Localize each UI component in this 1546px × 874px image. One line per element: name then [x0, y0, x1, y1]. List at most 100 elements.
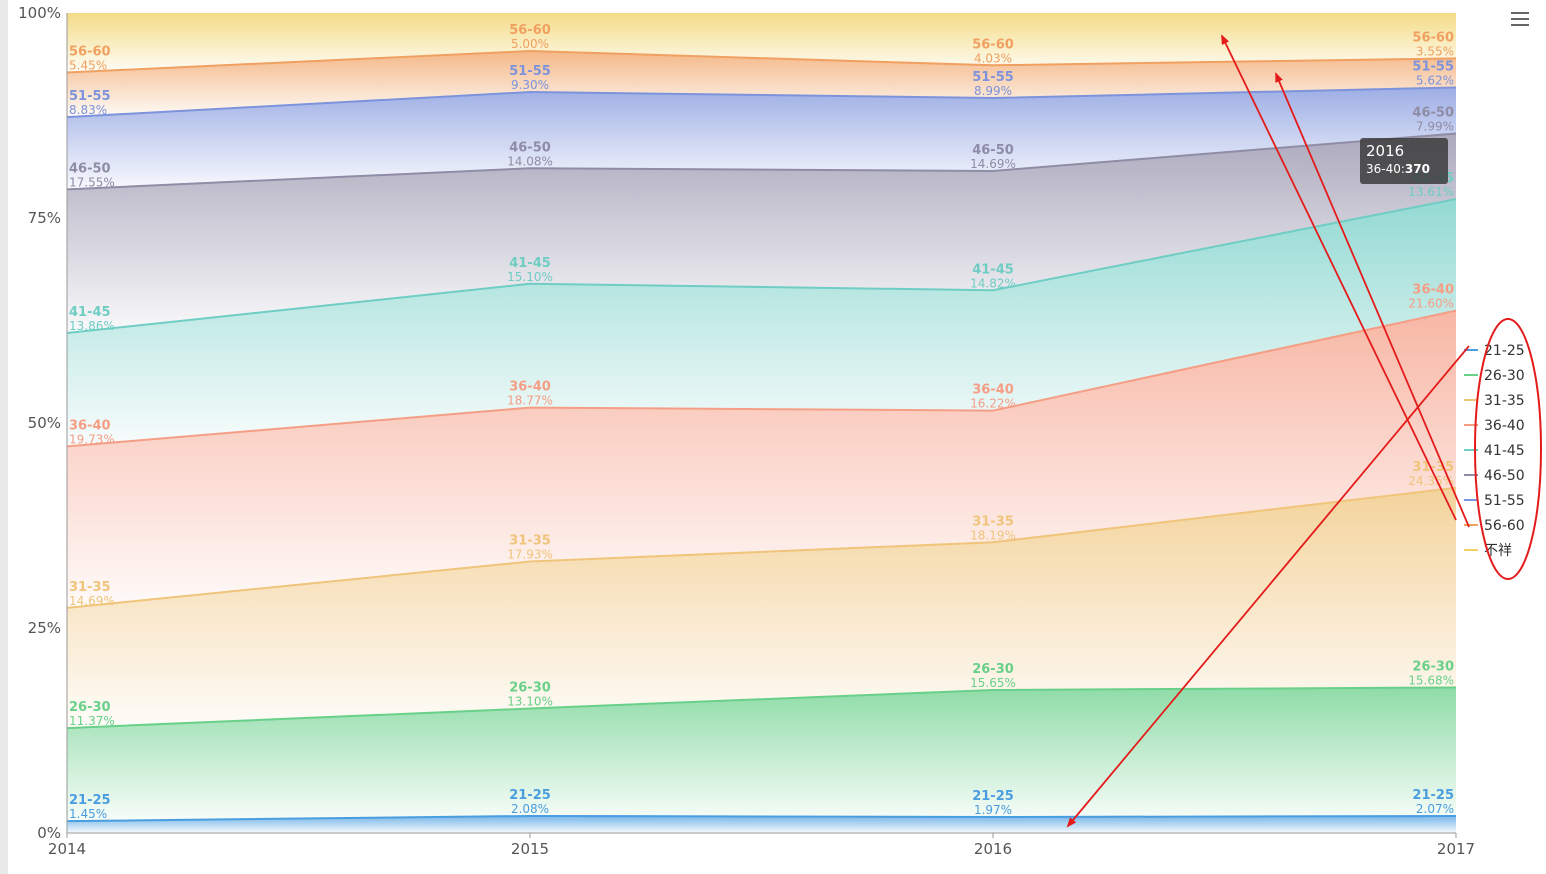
data-label-value: 18.19% [970, 528, 1016, 542]
tooltip-year: 2016 [1366, 142, 1405, 160]
legend-label-36-40: 36-40 [1484, 418, 1525, 434]
y-tick-label: 25% [28, 619, 61, 637]
area-46-50 [67, 133, 1456, 333]
y-tick-label: 0% [37, 824, 61, 842]
annotation-arrow [1221, 34, 1457, 521]
data-label-value: 1.97% [974, 803, 1012, 817]
area-51-55 [67, 87, 1456, 190]
data-label-name: 56-60 [509, 23, 551, 38]
y-tick-label: 100% [18, 4, 61, 22]
data-label-value: 17.55% [69, 175, 115, 189]
data-label-name: 56-60 [972, 37, 1014, 52]
data-label-value: 15.65% [970, 676, 1016, 690]
legend-label-41-45: 41-45 [1484, 443, 1525, 459]
data-label-value: 3.55% [1416, 44, 1454, 58]
data-label-value: 17.93% [507, 547, 553, 561]
chart-menu-button[interactable] [1508, 8, 1532, 32]
data-label-value: 14.08% [507, 154, 553, 168]
legend-label-51-55: 51-55 [1484, 493, 1525, 509]
data-label-value: 15.68% [1408, 673, 1454, 687]
data-label-value: 19.73% [69, 432, 115, 446]
area-26-30 [67, 687, 1456, 822]
line-21-25 [66, 814, 1457, 823]
data-label-name: 36-40 [972, 383, 1014, 398]
menu-icon-line [1511, 12, 1529, 14]
data-label-value: 16.22% [970, 397, 1016, 411]
legend-label-56-60: 56-60 [1484, 518, 1525, 534]
area-41-45 [67, 199, 1456, 447]
line-51-55 [66, 86, 1457, 119]
y-tick-label: 50% [28, 414, 61, 432]
data-label-name: 46-50 [1412, 106, 1454, 121]
area-不祥 [67, 13, 1456, 73]
data-label-name: 51-55 [1412, 59, 1454, 74]
data-label-value: 5.62% [1416, 73, 1454, 87]
data-label-name: 56-60 [69, 44, 111, 59]
x-tick-label: 2016 [974, 840, 1012, 858]
data-label-name: 26-30 [509, 681, 551, 696]
x-tick-label: 2015 [511, 840, 549, 858]
window-edge [0, 0, 8, 874]
area-56-60 [67, 51, 1456, 118]
data-label-value: 24.35% [1408, 474, 1454, 488]
data-label-value: 5.00% [511, 37, 549, 51]
data-label-value: 14.82% [970, 276, 1016, 290]
data-label-name: 41-45 [69, 305, 111, 320]
tooltip-value: 370 [1404, 162, 1430, 176]
line-46-50 [66, 132, 1457, 191]
data-label-value: 14.69% [69, 594, 115, 608]
data-label-value: 13.10% [507, 695, 553, 709]
data-label-value: 5.45% [69, 58, 107, 72]
menu-icon-line [1511, 18, 1529, 20]
data-label-name: 41-45 [972, 262, 1014, 277]
data-label-value: 2.07% [1416, 802, 1454, 816]
line-41-45 [66, 198, 1457, 334]
y-tick-label: 75% [28, 209, 61, 227]
data-label-name: 21-25 [69, 793, 111, 808]
data-label-name: 46-50 [69, 161, 111, 176]
menu-icon-line [1511, 24, 1529, 26]
data-label-name: 36-40 [509, 380, 551, 395]
annotation-arrow [1275, 72, 1470, 528]
line-31-35 [66, 486, 1457, 609]
data-label-name: 51-55 [69, 89, 111, 104]
data-label-name: 46-50 [972, 143, 1014, 158]
data-label-name: 26-30 [69, 700, 111, 715]
data-label-name: 51-55 [972, 70, 1014, 85]
data-label-value: 14.69% [970, 157, 1016, 171]
tooltip-line: 36-40:370 [1366, 160, 1442, 178]
data-label-name: 31-35 [972, 514, 1014, 529]
data-label-value: 15.10% [507, 270, 553, 284]
chart-tooltip: 2016 36-40:370 [1360, 138, 1448, 184]
legend-label-26-30: 26-30 [1484, 368, 1525, 384]
annotation-arrow [1066, 345, 1470, 828]
data-label-name: 21-25 [1412, 788, 1454, 803]
data-label-name: 41-45 [509, 256, 551, 271]
data-label-name: 46-50 [509, 140, 551, 155]
area-31-35 [67, 487, 1456, 729]
data-label-value: 13.61% [1408, 185, 1454, 199]
data-label-value: 8.99% [974, 84, 1012, 98]
x-tick-label: 2014 [48, 840, 86, 858]
annotation-ellipse [1474, 318, 1542, 580]
data-label-name: 21-25 [972, 789, 1014, 804]
data-label-value: 8.83% [69, 103, 107, 117]
x-tick-label: 2017 [1437, 840, 1475, 858]
data-label-name: 56-60 [1412, 30, 1454, 45]
data-label-name: 36-40 [69, 418, 111, 433]
data-label-value: 7.99% [1416, 120, 1454, 134]
area-21-25 [67, 815, 1456, 833]
data-label-name: 31-35 [69, 580, 111, 595]
data-label-name: 36-40 [1412, 283, 1454, 298]
legend-label-31-35: 31-35 [1484, 393, 1525, 409]
data-label-value: 13.86% [69, 319, 115, 333]
data-label-value: 4.03% [974, 51, 1012, 65]
data-label-value: 11.37% [69, 714, 115, 728]
data-label-name: 31-35 [509, 533, 551, 548]
data-label-value: 9.30% [511, 78, 549, 92]
line-26-30 [66, 686, 1457, 730]
line-56-60 [66, 50, 1457, 74]
data-label-name: 51-55 [509, 64, 551, 79]
